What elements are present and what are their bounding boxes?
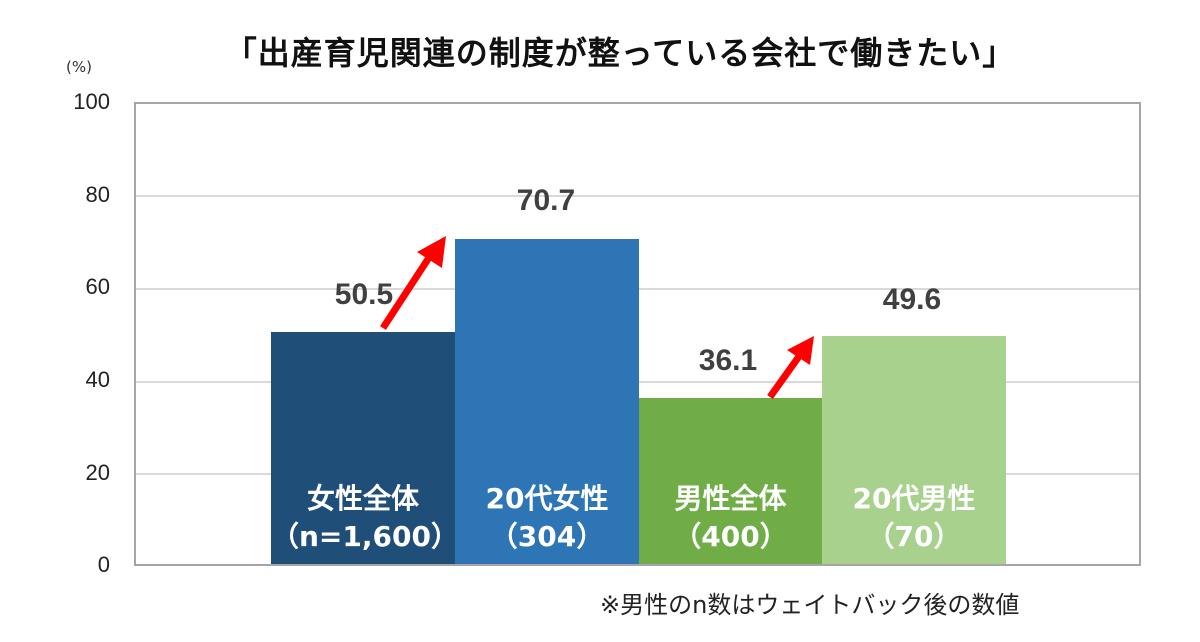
- bar-label: 男性全体 （400）: [639, 480, 822, 556]
- bar-label: 女性全体 （n=1,600）: [271, 480, 459, 556]
- value-label-female-20s: 70.7: [516, 184, 576, 217]
- bar-label-line1: 男性全体: [674, 482, 787, 515]
- value-label-female-all: 50.5: [334, 278, 394, 311]
- bar-male-20s: 20代男性 （70）: [822, 335, 1006, 564]
- plot-area: 女性全体 （n=1,600） 20代女性 （304） 男性全体 （400） 20…: [134, 102, 1141, 566]
- bar-label-line1: 女性全体: [306, 482, 419, 515]
- bar-label-line2: （400）: [673, 520, 788, 553]
- y-tick-20: 20: [85, 460, 110, 485]
- chart-title: 「出産育児関連の制度が整っている会社で働きたい」: [224, 34, 1016, 72]
- bar-label: 20代男性 （70）: [822, 480, 1006, 556]
- value-label-male-all: 36.1: [698, 344, 758, 377]
- value-label-male-20s: 49.6: [882, 283, 942, 316]
- y-tick-40: 40: [85, 367, 110, 392]
- bar-label-line2: （n=1,600）: [271, 520, 459, 553]
- bar-label-line2: （304）: [489, 520, 605, 553]
- y-tick-0: 0: [97, 552, 110, 577]
- bar-female-all: 女性全体 （n=1,600）: [271, 331, 459, 564]
- y-tick-60: 60: [85, 274, 110, 299]
- y-tick-100: 100: [73, 89, 110, 114]
- bar-label: 20代女性 （304）: [455, 480, 639, 556]
- y-axis-unit: (%): [66, 58, 92, 76]
- footnote: ※男性のn数はウェイトバック後の数値: [600, 591, 1020, 619]
- bar-label-line1: 20代男性: [852, 482, 976, 515]
- bar-label-line1: 20代女性: [485, 482, 609, 515]
- bar-female-20s: 20代女性 （304）: [455, 238, 639, 564]
- bar-male-all: 男性全体 （400）: [639, 397, 822, 564]
- gridline-80: [136, 195, 1139, 197]
- y-tick-80: 80: [85, 182, 110, 207]
- bar-label-line2: （70）: [866, 520, 962, 553]
